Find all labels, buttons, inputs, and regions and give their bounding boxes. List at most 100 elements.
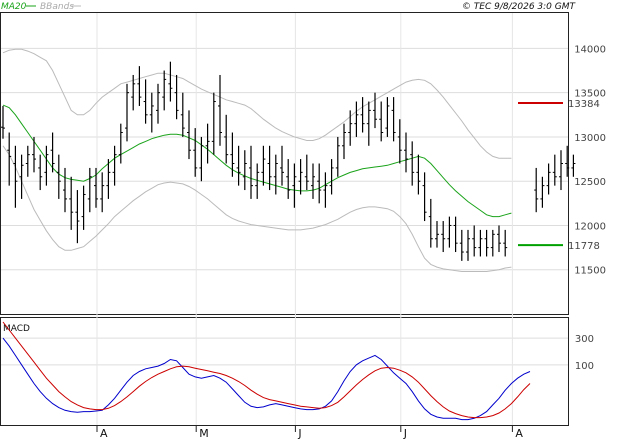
ohlc-bar xyxy=(472,225,477,257)
ohlc-bar xyxy=(503,229,508,257)
ohlc-bar xyxy=(304,154,309,191)
ohlc-bar xyxy=(162,70,167,111)
ohlc-bar xyxy=(416,154,421,195)
macd-lines xyxy=(2,321,531,421)
ohlc-bar xyxy=(497,225,501,253)
ohlc-bar xyxy=(187,110,191,160)
ohlc-bar xyxy=(546,163,551,195)
ohlc-bar xyxy=(106,159,111,199)
bband-upper-line xyxy=(2,48,512,159)
price-y-axis-labels: 11500 12000 12500 13000 13500 14000 xyxy=(574,44,606,276)
ohlc-bar xyxy=(317,163,322,204)
month-grid xyxy=(96,13,513,425)
ohlc-bar xyxy=(69,176,74,230)
ohlc-bar xyxy=(311,163,315,199)
last-value-label: 11778 xyxy=(568,241,600,252)
macd-title: MACD xyxy=(3,324,30,334)
ohlc-bar xyxy=(348,110,353,146)
ohlc-bar xyxy=(193,128,198,177)
ohlc-bar xyxy=(428,198,433,248)
ohlc-bar xyxy=(211,92,216,155)
ohlc-bar xyxy=(1,105,5,139)
ohlc-bar xyxy=(422,172,427,222)
ohlc-bar xyxy=(13,145,18,208)
ohlc-bar xyxy=(25,145,30,177)
ohlc-bar xyxy=(199,136,204,182)
macd-panel-frame xyxy=(0,317,569,426)
ohlc-bar xyxy=(459,229,464,261)
ohlc-bar xyxy=(38,154,43,191)
price-tick-label: 12000 xyxy=(574,221,606,232)
ma20-line xyxy=(2,104,512,218)
bollinger-bands xyxy=(2,48,512,272)
ohlc-bar xyxy=(63,167,67,213)
ohlc-bar xyxy=(137,66,142,106)
ohlc-bar xyxy=(385,97,390,137)
last-value-markers: 13384 11778 xyxy=(518,99,600,252)
ohlc-bar xyxy=(44,145,49,186)
ohlc-bar xyxy=(100,172,105,213)
ohlc-bar xyxy=(218,74,222,146)
price-tick-label: 13500 xyxy=(574,89,606,100)
ohlc-bar xyxy=(56,154,61,199)
month-label: M xyxy=(199,427,209,440)
price-tick-label: 11500 xyxy=(574,266,606,277)
macd-line xyxy=(2,337,531,421)
ohlc-bar xyxy=(540,176,545,208)
ohlc-bar xyxy=(466,229,470,261)
ohlc-bar xyxy=(19,154,24,199)
ohlc-bar xyxy=(323,172,328,208)
ohlc-bar xyxy=(112,145,117,186)
ohlc-bar xyxy=(50,132,55,173)
ohlc-bar xyxy=(435,221,439,248)
ohlc-bar xyxy=(335,136,340,177)
macd-grid xyxy=(1,337,568,366)
price-grid xyxy=(1,47,568,271)
price-tick-label: 13000 xyxy=(574,133,606,144)
ohlc-bar xyxy=(342,123,346,160)
month-label: J xyxy=(297,427,301,440)
last-value-label: 13384 xyxy=(568,99,600,110)
month-label: A xyxy=(100,427,108,440)
ohlc-bar xyxy=(391,97,396,142)
ohlc-bar xyxy=(360,97,365,133)
macd-signal-line xyxy=(2,321,531,419)
price-panel-frame xyxy=(0,12,569,315)
ohlc-bar xyxy=(298,159,303,195)
ohlc-bar xyxy=(366,101,371,146)
ohlc-bar xyxy=(379,101,384,142)
ohlc-bar xyxy=(280,145,284,186)
ohlc-bar xyxy=(354,101,359,137)
ohlc-bar xyxy=(180,92,185,137)
ohlc-bar xyxy=(478,229,483,257)
ohlc-bar xyxy=(292,163,297,208)
ohlc-bar xyxy=(224,114,229,164)
ohlc-bar xyxy=(7,132,12,186)
ohlc-bar xyxy=(125,83,129,142)
ohlc-bar xyxy=(397,119,402,164)
ohlc-bar xyxy=(236,145,241,186)
ohlc-bar xyxy=(32,136,36,173)
ohlc-bar xyxy=(404,132,408,173)
ohlc-bar xyxy=(94,167,98,208)
ohlc-bar xyxy=(552,154,557,186)
ohlc-bar xyxy=(565,145,570,177)
ohlc-bar xyxy=(168,61,173,102)
macd-tick-label: 300 xyxy=(575,334,594,345)
ohlc-bar xyxy=(143,79,148,124)
ohlc-bar xyxy=(149,92,154,133)
month-label: A xyxy=(515,427,523,440)
ohlc-bar xyxy=(242,150,247,191)
ohlc-bar xyxy=(484,229,489,257)
ohlc-bar xyxy=(410,141,415,186)
ohlc-bar xyxy=(174,74,179,120)
ohlc-bar xyxy=(267,145,272,191)
ohlc-bar xyxy=(453,216,458,253)
ohlc-bar xyxy=(205,123,210,164)
macd-tick-label: 100 xyxy=(575,361,594,372)
ohlc-bar xyxy=(490,229,495,257)
ohlc-bar xyxy=(373,92,377,129)
ohlc-bar xyxy=(447,216,452,248)
